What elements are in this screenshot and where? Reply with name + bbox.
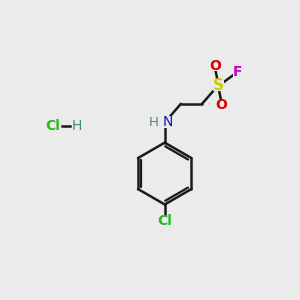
Text: Cl: Cl [45, 119, 60, 134]
Text: Cl: Cl [157, 214, 172, 228]
Text: H: H [71, 119, 82, 134]
Text: F: F [233, 65, 242, 79]
Text: N: N [163, 115, 173, 129]
Bar [213, 80, 224, 91]
Text: O: O [209, 59, 221, 74]
Bar [217, 100, 226, 110]
Text: H: H [148, 116, 158, 128]
Bar [149, 116, 174, 128]
Text: O: O [215, 98, 227, 112]
Bar [233, 68, 242, 77]
Bar [211, 62, 220, 71]
Text: S: S [213, 78, 224, 93]
Bar [158, 216, 171, 225]
